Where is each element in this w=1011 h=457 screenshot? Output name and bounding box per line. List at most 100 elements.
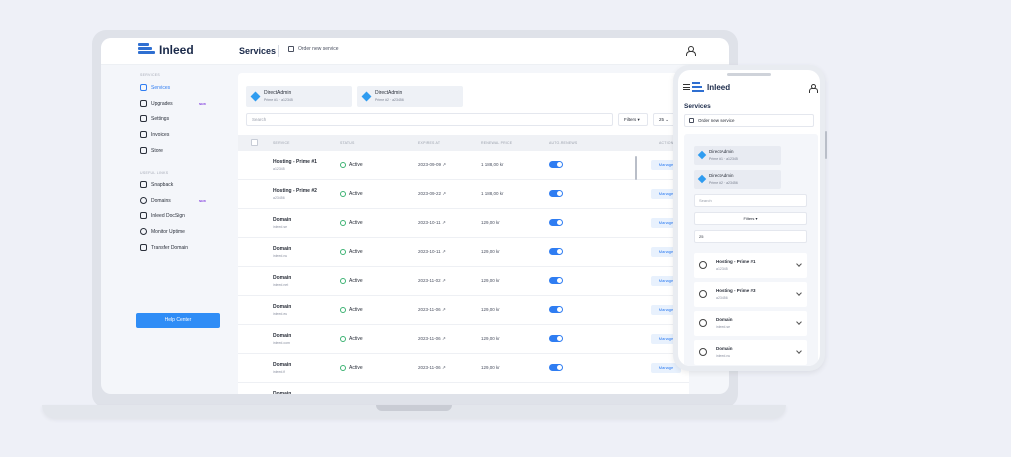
external-link-icon[interactable]: ↗ bbox=[442, 162, 447, 167]
table-row[interactable]: Hosting - Prime #1 a12345 Active 2023-09-09… bbox=[238, 151, 689, 180]
directadmin-card-1[interactable]: DirectAdmin Prime #1 · a12345 bbox=[246, 86, 352, 107]
table-row[interactable]: Domain inleed.fi Active 2023-11-06 ↗ 129,00 … bbox=[238, 354, 689, 383]
brand-logo[interactable]: Inleed bbox=[138, 43, 194, 57]
auto-renew-toggle[interactable] bbox=[549, 364, 563, 371]
sidebar: SERVICES Services Upgrades NEW Settings … bbox=[101, 65, 236, 394]
service-name[interactable]: Domain bbox=[273, 246, 292, 252]
status-badge: Active bbox=[340, 191, 363, 197]
external-link-icon[interactable]: ↗ bbox=[441, 249, 446, 254]
status-text: Active bbox=[349, 278, 363, 284]
chevron-down-icon[interactable] bbox=[796, 290, 802, 296]
table-row[interactable]: Domain inleed.nu Active 2023-10-11 ↗ 129,00 … bbox=[238, 238, 689, 267]
mobile-directadmin-card-1[interactable]: DirectAdmin Prime #1 · a12345 bbox=[694, 146, 781, 165]
directadmin-icon bbox=[697, 150, 707, 160]
manage-button[interactable]: Manage bbox=[651, 363, 681, 373]
filters-dropdown[interactable]: Filters ▾ bbox=[618, 113, 648, 126]
sidebar-item-services[interactable]: Services bbox=[140, 84, 215, 91]
hamburger-menu-icon[interactable] bbox=[683, 84, 690, 90]
table-row[interactable]: Domain inleed.se Active 2023-10-11 ↗ 129,00 … bbox=[238, 209, 689, 238]
chevron-down-icon[interactable] bbox=[796, 319, 802, 325]
table-row[interactable]: Domain inleed.com Active 2023-11-06 ↗ 129,00… bbox=[238, 325, 689, 354]
service-name[interactable]: Domain bbox=[273, 391, 292, 394]
external-link-icon[interactable]: ↗ bbox=[441, 336, 446, 341]
globe-icon bbox=[699, 348, 707, 356]
search-input[interactable]: Search bbox=[246, 113, 613, 126]
external-link-icon[interactable]: ↗ bbox=[441, 365, 446, 370]
col-auto-renews[interactable]: AUTO-RENEWS bbox=[549, 141, 578, 145]
sidebar-link-domains[interactable]: Domains bbox=[140, 197, 215, 204]
table-row[interactable]: Domain inleed.net Active 2023-11-02 ↗ 129,00… bbox=[238, 267, 689, 296]
mobile-order-new-service-button[interactable]: Order new service bbox=[684, 114, 814, 127]
col-expires[interactable]: EXPIRES AT bbox=[418, 141, 441, 145]
mobile-scrollbar[interactable] bbox=[825, 131, 827, 159]
sidebar-item-settings[interactable]: Settings bbox=[140, 115, 215, 122]
manage-button[interactable]: Manage bbox=[651, 247, 681, 257]
check-circle-icon bbox=[340, 249, 346, 255]
order-new-service-link[interactable]: Order new service bbox=[288, 46, 339, 52]
status-badge: Active bbox=[340, 249, 363, 255]
auto-renew-toggle[interactable] bbox=[549, 335, 563, 342]
auto-renew-toggle[interactable] bbox=[549, 190, 563, 197]
service-name[interactable]: Domain bbox=[273, 217, 292, 223]
mobile-directadmin-card-2[interactable]: DirectAdmin Prime #2 · a23456 bbox=[694, 170, 781, 189]
external-link-icon[interactable]: ↗ bbox=[441, 307, 446, 312]
service-name[interactable]: Hosting - Prime #1 bbox=[273, 159, 317, 165]
sidebar-item-label: Store bbox=[151, 147, 163, 154]
chevron-down-icon[interactable] bbox=[796, 261, 802, 267]
mobile-service-item[interactable]: Domain inleed.nu bbox=[694, 340, 807, 365]
service-name: Hosting - Prime #1 bbox=[716, 259, 756, 264]
service-name[interactable]: Domain bbox=[273, 304, 292, 310]
auto-renew-toggle[interactable] bbox=[549, 277, 563, 284]
table-row[interactable]: Hosting - Prime #2 a23456 Active 2023-09-22… bbox=[238, 180, 689, 209]
sidebar-link-monitor-uptime[interactable]: Monitor Uptime bbox=[140, 228, 215, 235]
manage-button[interactable]: Manage bbox=[651, 160, 681, 170]
mobile-filters-dropdown[interactable]: Filters ▾ bbox=[694, 212, 807, 225]
col-renewal-price[interactable]: RENEWAL PRICE bbox=[481, 141, 513, 145]
page-title: Services bbox=[239, 46, 277, 56]
table-row[interactable]: Domain bbox=[238, 383, 689, 394]
manage-button[interactable]: Manage bbox=[651, 218, 681, 228]
mobile-search-input[interactable]: Search bbox=[694, 194, 807, 207]
mobile-service-item[interactable]: Domain inleed.se bbox=[694, 311, 807, 336]
manage-button[interactable]: Manage bbox=[651, 334, 681, 344]
service-name[interactable]: Domain bbox=[273, 275, 292, 281]
sidebar-link-docsign[interactable]: Inleed DocSign bbox=[140, 212, 215, 219]
service-name[interactable]: Domain bbox=[273, 333, 292, 339]
card-title: DirectAdmin bbox=[264, 90, 292, 96]
mobile-brand-logo[interactable]: Inleed bbox=[692, 82, 730, 92]
cloud-icon bbox=[699, 290, 707, 298]
sidebar-item-store[interactable]: Store bbox=[140, 147, 215, 154]
user-icon[interactable] bbox=[809, 84, 818, 93]
help-center-button[interactable]: Help Center bbox=[136, 313, 220, 328]
top-bar: Inleed Services Order new service bbox=[101, 38, 729, 65]
auto-renew-toggle[interactable] bbox=[549, 306, 563, 313]
user-icon[interactable] bbox=[686, 46, 696, 56]
mobile-per-page-select[interactable]: 25 bbox=[694, 230, 807, 243]
external-link-icon[interactable]: ↗ bbox=[441, 220, 446, 225]
manage-button[interactable]: Manage bbox=[651, 276, 681, 286]
auto-renew-toggle[interactable] bbox=[549, 161, 563, 168]
mobile-service-item[interactable]: Hosting - Prime #3 a23456 bbox=[694, 282, 807, 307]
manage-button[interactable]: Manage bbox=[651, 189, 681, 199]
external-link-icon[interactable]: ↗ bbox=[442, 191, 447, 196]
select-all-checkbox[interactable] bbox=[251, 139, 258, 146]
manage-button[interactable]: Manage bbox=[651, 305, 681, 315]
scrollbar[interactable] bbox=[635, 156, 637, 180]
table-row[interactable]: Domain inleed.eu Active 2023-11-06 ↗ 129,00 … bbox=[238, 296, 689, 325]
sidebar-link-snapback[interactable]: Snapback bbox=[140, 181, 215, 188]
directadmin-icon bbox=[361, 91, 372, 102]
service-name[interactable]: Hosting - Prime #2 bbox=[273, 188, 317, 194]
card-subtitle: Prime #1 · a12345 bbox=[264, 98, 293, 102]
auto-renew-toggle[interactable] bbox=[549, 219, 563, 226]
chevron-down-icon[interactable] bbox=[796, 348, 802, 354]
col-service[interactable]: SERVICE bbox=[273, 141, 290, 145]
mobile-service-item[interactable]: Hosting - Prime #1 a12345 bbox=[694, 253, 807, 278]
sidebar-link-transfer-domain[interactable]: Transfer Domain bbox=[140, 244, 215, 251]
auto-renew-toggle[interactable] bbox=[549, 248, 563, 255]
directadmin-card-2[interactable]: DirectAdmin Prime #2 · a23456 bbox=[357, 86, 463, 107]
col-status[interactable]: STATUS bbox=[340, 141, 355, 145]
service-name[interactable]: Domain bbox=[273, 362, 292, 368]
sidebar-item-upgrades[interactable]: Upgrades bbox=[140, 100, 215, 107]
sidebar-item-invoices[interactable]: Invoices bbox=[140, 131, 215, 138]
external-link-icon[interactable]: ↗ bbox=[441, 278, 446, 283]
